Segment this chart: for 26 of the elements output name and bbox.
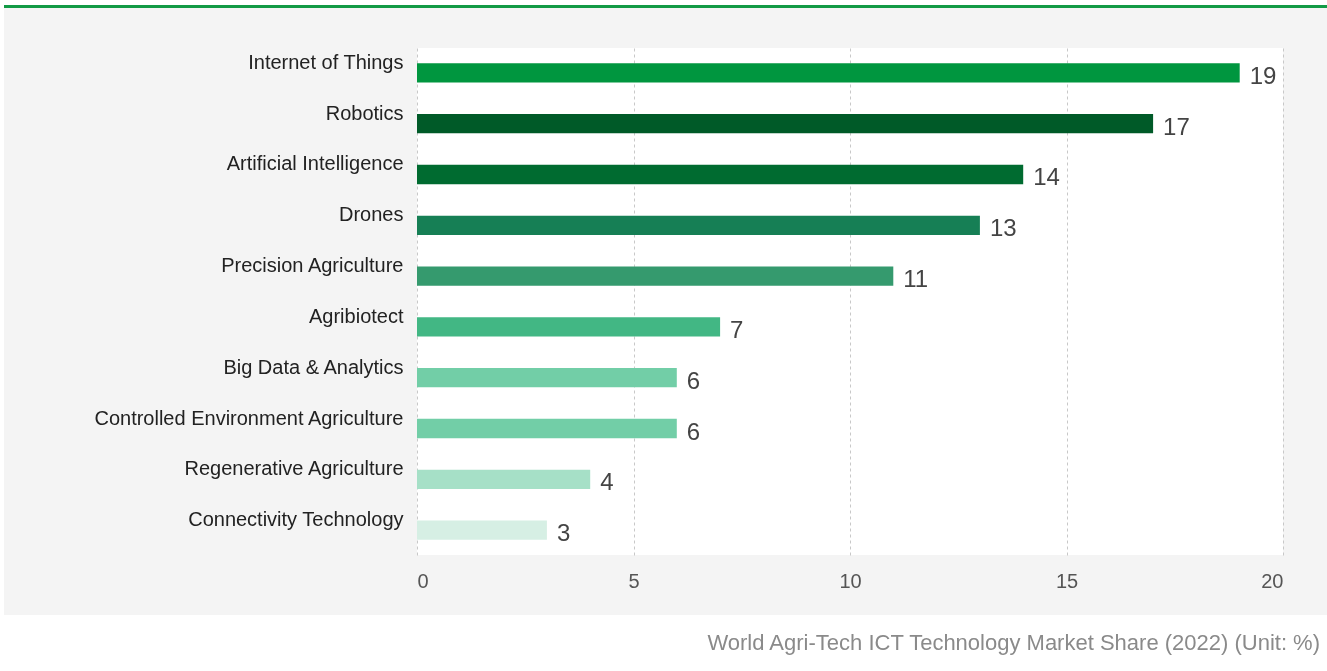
data-label: 4: [600, 468, 614, 496]
x-tick-label: 5: [628, 569, 640, 592]
text: World Agri-Tech ICT Technology Market Share (2022) (Unit: %): [707, 630, 1320, 656]
data-label: 3: [556, 519, 571, 547]
y-tick-label: Internet of Things: [248, 50, 404, 73]
x-tick-label: 20: [1261, 569, 1284, 592]
data-label: 13: [989, 214, 1017, 242]
y-tick-label: Regenerative Agriculture: [184, 457, 404, 480]
y-tick-label: Controlled Environment Agriculture: [94, 406, 404, 429]
data-label: 6: [686, 417, 701, 445]
x-tick-label: 10: [839, 569, 862, 592]
x-tick-label: 0: [417, 569, 429, 592]
y-tick-label: Precision Agriculture: [221, 254, 404, 277]
data-label: 7: [730, 315, 744, 343]
y-tick-label: Connectivity Technology: [188, 508, 404, 531]
x-tick-label: 15: [1055, 569, 1079, 592]
y-tick-label: Drones: [339, 203, 404, 226]
data-label: 6: [686, 366, 701, 394]
data-label: 14: [1033, 163, 1060, 191]
data-label: 11: [903, 265, 929, 293]
y-tick-label: Agribiotect: [309, 304, 404, 327]
data-label: 17: [1163, 112, 1190, 140]
y-tick-label: Big Data & Analytics: [223, 355, 404, 378]
data-label: 19: [1249, 61, 1277, 89]
y-tick-label: Artificial Intelligence: [226, 152, 404, 175]
y-tick-label: Robotics: [325, 101, 404, 124]
